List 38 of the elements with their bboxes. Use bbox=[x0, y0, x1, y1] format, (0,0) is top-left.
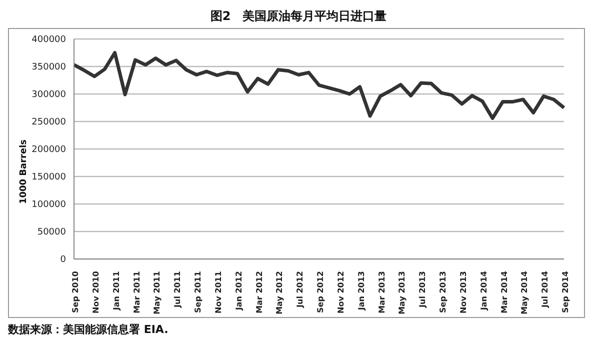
x-tick-label: Jan 2011 bbox=[112, 270, 121, 312]
x-tick-label: Mar 2012 bbox=[254, 271, 264, 314]
x-tick-label: Mar 2013 bbox=[377, 271, 386, 314]
x-tick-label: Jul 2011 bbox=[173, 270, 182, 308]
x-tick-label: Sep 2010 bbox=[71, 270, 80, 313]
x-tick-label: Sep 2011 bbox=[194, 270, 202, 313]
y-tick-label: 100000 bbox=[32, 200, 66, 210]
line-series bbox=[72, 51, 566, 120]
x-tick-label: Sep 2012 bbox=[316, 271, 325, 313]
x-tick-label: Jul 2014 bbox=[540, 270, 550, 308]
x-tick-label: Nov 2013 bbox=[458, 271, 468, 314]
x-tick-label: Mar 2014 bbox=[500, 270, 509, 314]
y-axis-title: 1000 Barrels bbox=[19, 139, 29, 204]
x-tick-label: Nov 2012 bbox=[336, 271, 346, 314]
y-tick-label: 200000 bbox=[32, 145, 66, 156]
x-tick-label: Jul 2012 bbox=[296, 271, 305, 308]
source-note: 数据来源：美国能源信息署 EIA. bbox=[8, 322, 170, 337]
x-tick-label: Jan 2013 bbox=[356, 271, 366, 312]
x-tick-label: Nov 2010 bbox=[91, 270, 100, 314]
y-tick-label: 50000 bbox=[37, 228, 66, 238]
x-tick-label: Jul 2013 bbox=[418, 271, 428, 308]
x-tick-label: Jan 2012 bbox=[234, 271, 244, 312]
y-tick-label: 150000 bbox=[32, 172, 66, 183]
y-tick-label: 400000 bbox=[32, 35, 66, 46]
x-tick-label: Sep 2014 bbox=[561, 270, 570, 313]
x-tick-label: Sep 2013 bbox=[438, 271, 448, 313]
x-tick-label: Jan 2014 bbox=[479, 270, 488, 312]
y-tick-label: 250000 bbox=[32, 118, 66, 128]
y-tick-label: 0 bbox=[60, 255, 66, 266]
y-tick-label: 350000 bbox=[32, 62, 66, 73]
x-tick-label: May 2013 bbox=[398, 271, 407, 314]
x-tick-label: Mar 2011 bbox=[132, 270, 142, 314]
x-tick-label: May 2011 bbox=[152, 270, 162, 314]
x-tick-label: May 2014 bbox=[520, 270, 530, 314]
chart-title: 图2 美国原油每月平均日进口量 bbox=[209, 8, 388, 25]
x-tick-label: May 2012 bbox=[275, 271, 284, 314]
x-tick-label: Nov 2011 bbox=[214, 270, 223, 314]
y-tick-label: 300000 bbox=[32, 90, 66, 100]
